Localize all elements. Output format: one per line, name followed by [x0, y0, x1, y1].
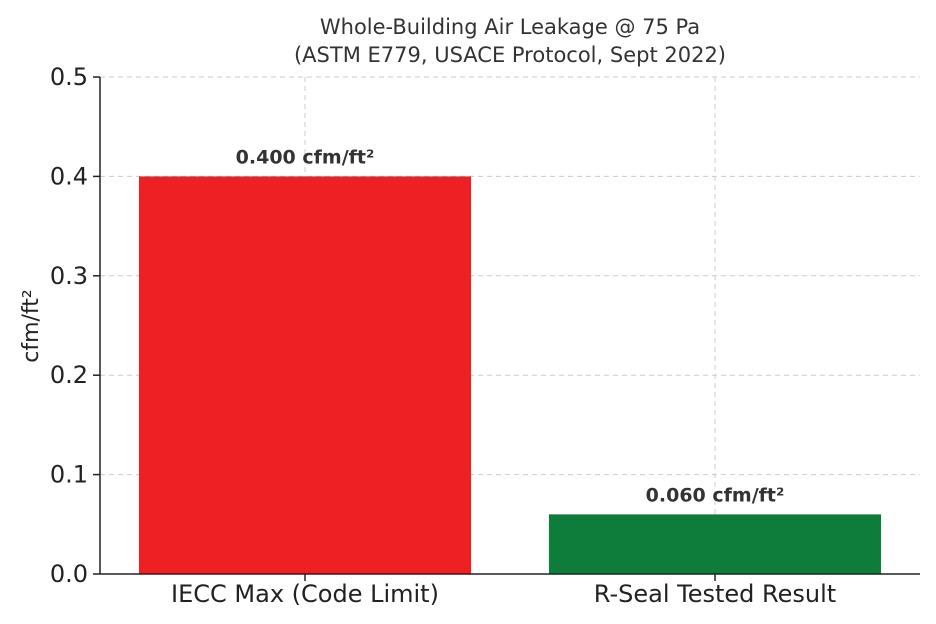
- y-axis-label: cfm/ft²: [19, 289, 44, 363]
- x-tick-label: R-Seal Tested Result: [594, 580, 836, 608]
- chart-subtitle: (ASTM E779, USACE Protocol, Sept 2022): [294, 43, 726, 67]
- chart-title: Whole-Building Air Leakage @ 75 Pa: [320, 15, 700, 39]
- y-tick-label: 0.1: [50, 461, 88, 489]
- x-tick-label: IECC Max (Code Limit): [171, 580, 439, 608]
- label-layer: 0.0 0.1 0.2 0.3 0.4 0.5 0.400 cfm/ft² IECC Max …: [50, 63, 836, 608]
- y-tick-label: 0.2: [50, 361, 88, 389]
- y-tick-label: 0.5: [50, 63, 88, 91]
- y-tick-label: 0.4: [50, 162, 88, 190]
- bar-data-label: 0.060 cfm/ft²: [646, 484, 785, 506]
- axis-layer: [93, 76, 920, 581]
- y-tick-label: 0.0: [50, 560, 88, 588]
- bar-data-label: 0.400 cfm/ft²: [236, 146, 375, 168]
- bar: [138, 176, 472, 574]
- y-tick-label: 0.3: [50, 262, 88, 290]
- bar-layer: [138, 176, 882, 574]
- bar: [548, 514, 882, 574]
